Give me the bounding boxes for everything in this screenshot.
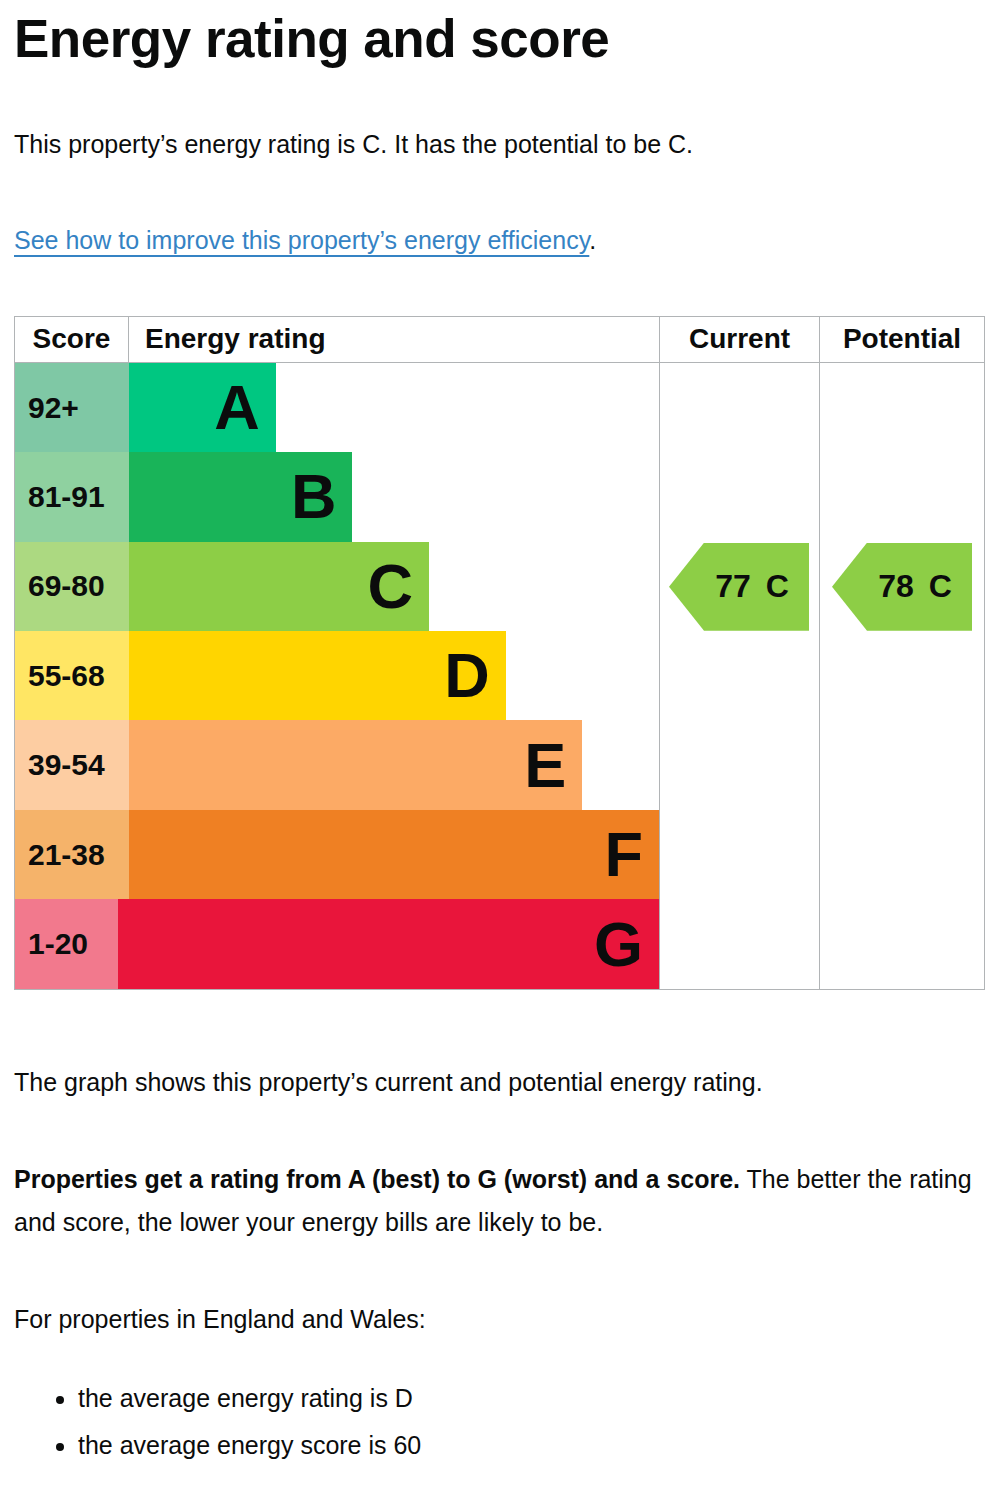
list-item: the average energy score is 60	[78, 1422, 985, 1469]
band-row-g: 1-20 G	[15, 899, 659, 988]
band-letter-d: D	[444, 644, 490, 707]
band-letter-g: G	[594, 913, 643, 976]
score-range-e: 39-54	[15, 720, 129, 809]
current-column: 77 C	[659, 363, 819, 989]
score-range-d: 55-68	[15, 631, 129, 720]
potential-column: 78 C	[819, 363, 984, 989]
bands-column: 92+ A 81-91 B 69-80 C	[15, 363, 659, 989]
epc-page: Energy rating and score This property’s …	[0, 0, 1000, 1469]
score-range-c: 69-80	[15, 542, 129, 631]
band-row-e: 39-54 E	[15, 720, 659, 809]
band-letter-c: C	[368, 555, 414, 618]
band-row-d: 55-68 D	[15, 631, 659, 720]
band-bar-b: B	[129, 452, 352, 541]
improve-link-line: See how to improve this property’s energ…	[14, 224, 985, 258]
band-bar-d: D	[129, 631, 506, 720]
intro-text: This property’s energy rating is C. It h…	[14, 128, 985, 162]
band-letter-a: A	[214, 376, 260, 439]
potential-band: C	[929, 568, 952, 605]
epc-rating-chart: Score Energy rating Current Potential 92…	[14, 316, 985, 990]
current-rating-arrow: 77 C	[669, 543, 809, 631]
score-range-g: 1-20	[15, 899, 118, 988]
avg-rating-text: the average energy rating is D	[78, 1384, 413, 1412]
improve-efficiency-link[interactable]: See how to improve this property’s energ…	[14, 226, 589, 254]
band-bar-a: A	[129, 363, 276, 452]
averages-list: the average energy rating is D the avera…	[14, 1375, 985, 1469]
avg-score-text: the average energy score is 60	[78, 1431, 421, 1459]
rating-explanation: Properties get a rating from A (best) to…	[14, 1158, 979, 1246]
epc-header-row: Score Energy rating Current Potential	[15, 317, 984, 363]
score-range-a: 92+	[15, 363, 129, 452]
band-bar-c: C	[129, 542, 429, 631]
band-letter-e: E	[524, 734, 566, 797]
header-energy-rating: Energy rating	[129, 317, 659, 362]
header-score: Score	[15, 317, 129, 362]
band-letter-f: F	[605, 823, 643, 886]
link-period: .	[589, 226, 596, 254]
current-score: 77	[715, 568, 751, 605]
band-row-b: 81-91 B	[15, 452, 659, 541]
band-bar-e: E	[129, 720, 582, 809]
band-bar-f: F	[129, 810, 659, 899]
band-row-c: 69-80 C	[15, 542, 659, 631]
list-item: the average energy rating is D	[78, 1375, 985, 1422]
current-band: C	[766, 568, 789, 605]
band-row-a: 92+ A	[15, 363, 659, 452]
rating-explanation-bold: Properties get a rating from A (best) to…	[14, 1165, 740, 1193]
band-row-f: 21-38 F	[15, 810, 659, 899]
header-potential: Potential	[819, 317, 984, 362]
band-letter-b: B	[291, 465, 337, 528]
score-range-b: 81-91	[15, 452, 129, 541]
band-bar-g: G	[118, 899, 659, 988]
graph-caption: The graph shows this property’s current …	[14, 1066, 985, 1100]
potential-rating-arrow: 78 C	[832, 543, 972, 631]
regions-line: For properties in England and Wales:	[14, 1303, 985, 1337]
potential-score: 78	[878, 568, 914, 605]
score-range-f: 21-38	[15, 810, 129, 899]
header-current: Current	[659, 317, 819, 362]
epc-chart-body: 92+ A 81-91 B 69-80 C	[15, 363, 984, 989]
page-title: Energy rating and score	[14, 10, 985, 68]
